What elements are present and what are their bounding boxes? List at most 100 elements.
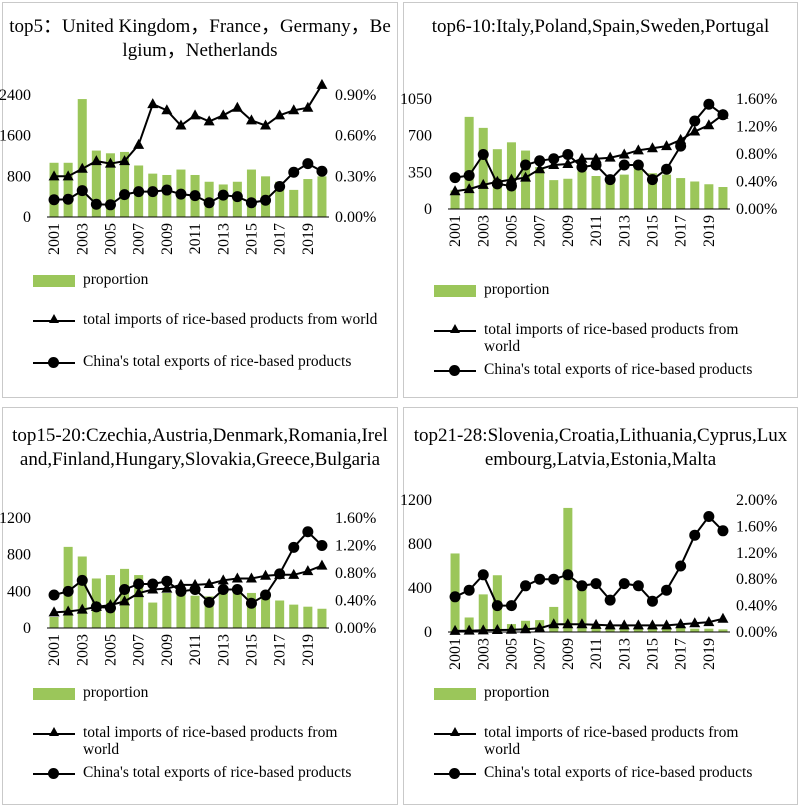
legend-label: proportion	[83, 271, 149, 288]
exports-point	[119, 584, 131, 595]
exports-point	[703, 511, 715, 522]
right-axis-tick-label: 0.40%	[736, 598, 777, 615]
x-axis-tick-label: 2015	[644, 638, 661, 670]
imports-point	[288, 104, 300, 115]
left-axis-tick-label: 0	[23, 209, 31, 226]
proportion-bar	[662, 174, 672, 209]
proportion-bar	[619, 174, 629, 209]
proportion-bar	[450, 190, 460, 209]
imports-point	[90, 155, 102, 166]
left-axis-tick-label: 800	[7, 168, 31, 185]
proportion-bar	[303, 179, 313, 217]
proportion-bar	[204, 596, 214, 628]
imports-point	[288, 568, 300, 579]
imports-point	[316, 559, 328, 570]
imports-point	[449, 185, 461, 196]
exports-point	[703, 98, 715, 110]
exports-point	[274, 181, 286, 192]
imports-point	[689, 617, 701, 628]
proportion-bar	[190, 595, 200, 628]
proportion-bar	[63, 162, 73, 217]
exports-point	[604, 594, 616, 606]
chart-title: top21-28:Slovenia,Croatia,Lithuania,Cypr…	[413, 425, 788, 470]
exports-point	[520, 159, 532, 171]
legend-item-exports: China's total exports of rice-based prod…	[434, 361, 794, 381]
imports-point	[161, 582, 173, 593]
exports-point	[449, 591, 461, 603]
x-axis-tick-label: 2007	[131, 634, 148, 666]
imports-point	[703, 119, 715, 130]
imports-point	[260, 119, 272, 130]
legend-label: proportion	[83, 684, 149, 701]
left-axis-tick-label: 1050	[400, 91, 432, 108]
exports-point	[231, 191, 243, 203]
imports-point	[48, 606, 60, 617]
imports-point	[618, 148, 630, 159]
exports-point	[449, 172, 461, 184]
x-axis-tick-label: 2013	[616, 638, 633, 670]
legend-item-exports: China's total exports of rice-based prod…	[33, 764, 393, 784]
right-axis-tick-label: 0.00%	[736, 624, 777, 641]
exports-point	[463, 169, 475, 181]
exports-point	[632, 580, 644, 592]
imports-point	[562, 618, 574, 629]
proportion-bar	[718, 187, 728, 209]
imports-point	[689, 125, 701, 136]
exports-point	[76, 185, 88, 197]
chart-plot: 0 400 800 1200 0.00% 0.40% 0.80% 1.20% 1.60% 2001…	[0, 510, 376, 666]
imports-point	[661, 140, 673, 151]
exports-point	[618, 159, 630, 171]
left-axis-tick-label: 1200	[0, 510, 31, 527]
x-axis-tick-label: 2001	[447, 215, 464, 247]
right-axis-tick-label: 0.80%	[335, 565, 376, 582]
exports-point	[477, 569, 489, 581]
imports-point	[175, 578, 187, 589]
right-axis-tick-label: 0.30%	[335, 168, 376, 185]
exports-point	[147, 186, 159, 198]
right-axis-tick-label: 0.80%	[736, 146, 777, 163]
triangle-marker-icon	[450, 324, 460, 333]
proportion-bar	[317, 176, 327, 217]
proportion-bar	[303, 606, 313, 628]
legend-item-imports: total imports of rice-based products fro…	[33, 724, 393, 764]
x-axis-tick-label: 2007	[532, 638, 549, 670]
right-axis-tick-label: 0.80%	[736, 571, 777, 588]
imports-point	[119, 155, 131, 166]
x-axis-tick-label: 2001	[46, 634, 63, 666]
x-axis-tick-label: 2017	[272, 634, 289, 666]
proportion-bar	[246, 592, 256, 628]
x-axis-tick-label: 2015	[243, 634, 260, 666]
imports-point	[675, 618, 687, 629]
exports-point	[576, 161, 588, 173]
exports-point	[62, 193, 74, 205]
chart-title: top6-10:Italy,Poland,Spain,Sweden,Portug…	[431, 16, 770, 37]
imports-point	[302, 101, 314, 112]
legend-label: China's total exports of rice-based prod…	[83, 353, 352, 370]
exports-point	[231, 584, 243, 595]
legend-label: total imports of rice-based products fro…	[484, 321, 739, 355]
x-axis-tick-label: 2015	[243, 223, 260, 255]
left-axis-tick-label: 2400	[0, 87, 31, 104]
proportion-bar	[77, 99, 87, 217]
circle-marker-icon	[48, 768, 59, 779]
legend-item-proportion: proportion	[33, 684, 393, 724]
x-axis-tick-label: 2011	[588, 215, 605, 246]
exports-point	[133, 578, 145, 590]
imports-point	[548, 618, 560, 629]
exports-point	[175, 188, 187, 200]
exports-point	[175, 585, 187, 597]
exports-point	[661, 584, 673, 596]
exports-point	[646, 174, 658, 186]
imports-point	[477, 624, 489, 635]
proportion-bar	[478, 127, 488, 209]
exports-point	[505, 180, 517, 192]
proportion-bar	[535, 167, 545, 209]
exports-point	[245, 597, 257, 609]
chart-panel-top21-28: top21-28:Slovenia,Croatia,Lithuania,Cypr…	[400, 407, 798, 805]
proportion-bar	[162, 592, 172, 628]
legend-bar-swatch	[434, 285, 476, 297]
exports-point	[260, 589, 272, 601]
chart-legend: proportion total imports of rice-based p…	[33, 684, 393, 784]
x-axis-tick-label: 2017	[673, 215, 690, 247]
imports-point	[245, 572, 257, 583]
